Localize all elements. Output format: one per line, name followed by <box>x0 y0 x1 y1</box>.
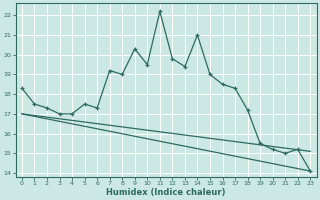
X-axis label: Humidex (Indice chaleur): Humidex (Indice chaleur) <box>106 188 226 197</box>
